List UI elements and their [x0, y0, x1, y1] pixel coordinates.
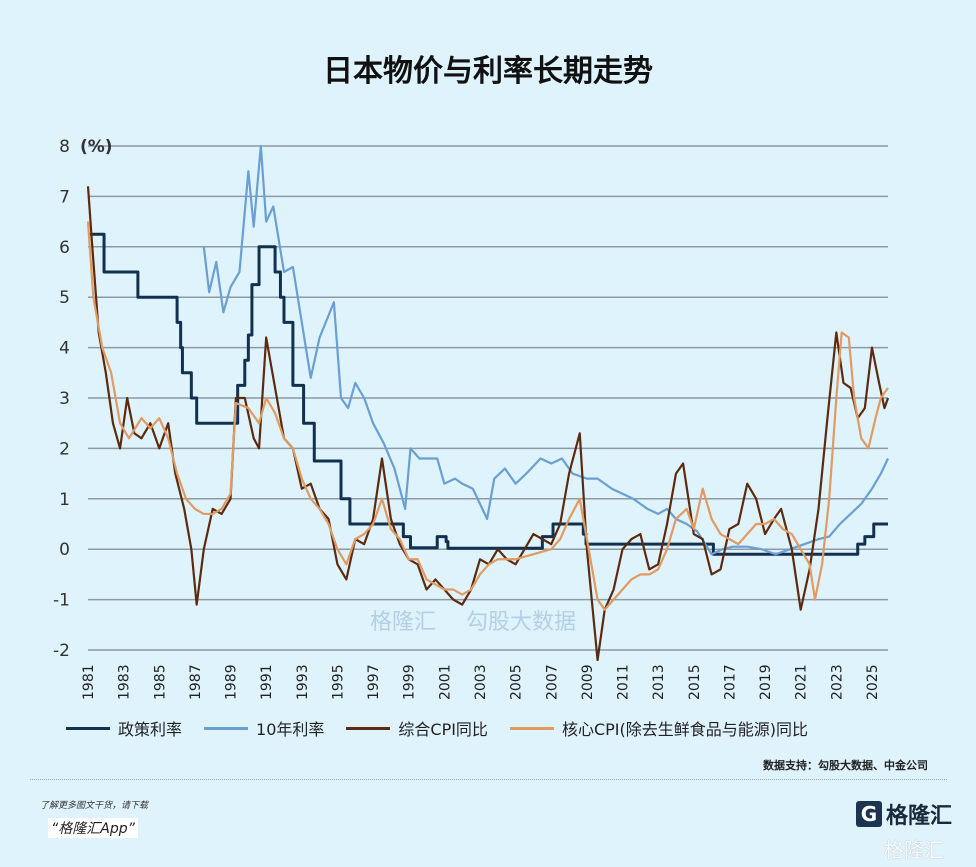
y-axis-unit: (%) — [80, 137, 113, 157]
x-tick-label: 1993 — [295, 664, 311, 700]
legend-swatch — [66, 726, 110, 730]
logo-text: 格隆汇 — [886, 804, 953, 829]
data-source: 数据支持：勾股大数据、中金公司 — [763, 759, 928, 772]
y-tick-label: -2 — [53, 641, 70, 661]
x-tick-label: 2011 — [616, 664, 632, 700]
divider — [30, 779, 947, 780]
watermark: 格隆汇 勾股大数据 — [370, 604, 576, 636]
x-tick-label: 2005 — [509, 664, 525, 700]
legend-label: 综合CPI同比 — [398, 720, 488, 739]
y-tick-label: 2 — [59, 439, 70, 459]
x-tick-label: 1989 — [224, 664, 240, 700]
x-tick-label: 2023 — [829, 664, 845, 700]
legend-label: 政策利率 — [118, 720, 183, 739]
y-tick-label: 0 — [59, 540, 70, 560]
legend-label: 核心CPI(除去生鲜食品与能源)同比 — [561, 720, 808, 739]
y-tick-label: 1 — [59, 490, 70, 510]
promo-text: 了解更多图文干货，请下载 — [40, 801, 149, 811]
legend-item-policy-rate: 政策利率 — [66, 716, 182, 740]
series-line-1 — [202, 144, 889, 556]
x-tick-label: 1983 — [117, 664, 133, 700]
corner-watermark: 格隆汇 — [884, 838, 944, 862]
y-tick-label: 6 — [59, 238, 70, 258]
series-line-0 — [88, 232, 888, 556]
legend-item-10y-rate: 10年利率 — [204, 716, 324, 740]
legend-label: 10年利率 — [256, 720, 325, 739]
x-tick-label: 2009 — [580, 664, 596, 700]
x-tick-label: 1995 — [330, 664, 346, 700]
line-chart: 8 7 6 5 4 3 2 1 0 -1 -2 (%) 1981 1983 1985 1987 1989 1991… — [53, 137, 890, 700]
x-tick-label: 2015 — [687, 664, 703, 700]
y-tick-label: 8 — [59, 137, 70, 157]
watermark-brand: 格隆汇 — [370, 610, 437, 635]
x-tick-label: 1981 — [81, 664, 97, 700]
brand-logo: G 格隆汇 — [856, 798, 952, 830]
x-tick-label: 1985 — [152, 664, 168, 700]
x-tick-label: 1997 — [366, 664, 382, 700]
y-tick-label: 3 — [59, 389, 70, 409]
y-tick-label: 4 — [59, 339, 70, 359]
watermark-partner: 勾股大数据 — [466, 610, 577, 635]
x-tick-label: 1999 — [402, 664, 418, 700]
x-tick-label: 2001 — [437, 664, 453, 700]
legend-swatch — [509, 726, 554, 730]
chart-title: 日本物价与利率长期走势 — [323, 54, 653, 89]
series-line-2 — [86, 186, 890, 662]
x-tick-label: 2003 — [473, 664, 489, 700]
legend: 政策利率 10年利率 综合CPI同比 核心CPI(除去生鲜食品与能源)同比 — [66, 716, 808, 740]
x-tick-label: 2017 — [722, 664, 738, 700]
x-tick-label: 2021 — [794, 664, 810, 700]
x-tick-label: 2019 — [758, 664, 774, 700]
legend-swatch — [204, 726, 249, 730]
x-tick-label: 2013 — [651, 664, 667, 700]
y-tick-label: -1 — [53, 591, 70, 611]
x-tick-label: 2025 — [865, 664, 881, 700]
legend-item-headline-cpi: 综合CPI同比 — [346, 716, 488, 740]
legend-swatch — [346, 726, 391, 730]
y-tick-label: 5 — [59, 288, 70, 308]
g-logo-icon: G — [856, 801, 882, 827]
series-line-3 — [86, 221, 889, 611]
x-tick-label: 2007 — [544, 664, 560, 700]
legend-item-core-cpi: 核心CPI(除去生鲜食品与能源)同比 — [509, 716, 808, 740]
x-tick-label: 1987 — [188, 664, 204, 700]
y-tick-label: 7 — [59, 187, 70, 207]
app-name: “格隆汇App” — [48, 818, 138, 838]
x-tick-label: 1991 — [259, 664, 275, 700]
